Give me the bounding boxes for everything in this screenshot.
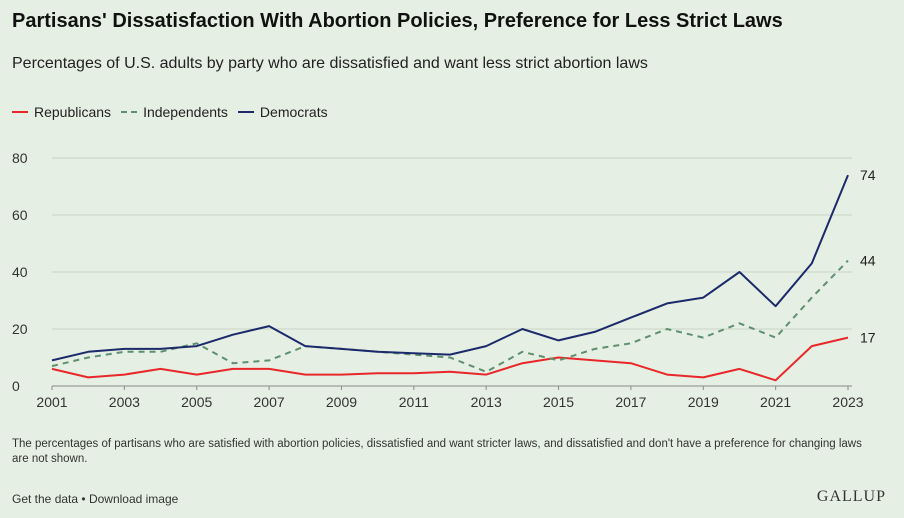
download-image-link[interactable]: Download image — [88, 492, 179, 506]
x-tick-label-2013: 2013 — [471, 394, 502, 410]
legend-item-republicans: Republicans — [12, 104, 111, 120]
legend-label-republicans: Republicans — [34, 104, 112, 120]
y-tick-label-0: 0 — [12, 378, 20, 394]
x-tick-label-2009: 2009 — [326, 394, 357, 410]
y-tick-label-80: 80 — [12, 150, 28, 166]
end-label-republicans: 17 — [860, 330, 876, 346]
legend-label-democrats: Democrats — [259, 104, 328, 120]
chart-subtitle: Percentages of U.S. adults by party who … — [12, 55, 648, 72]
legend-swatch-independents — [121, 111, 138, 113]
series-line-republicans — [51, 336, 849, 382]
get-data-link[interactable]: Get the data — [12, 492, 79, 506]
x-tick-label-2023: 2023 — [832, 394, 863, 410]
footer-links: Get the data • Download image — [12, 492, 178, 506]
x-tick-label-2001: 2001 — [36, 394, 67, 410]
line-chart: 0 20 40 60 80 2001 2003 2005 2007 2009 2011 2013 201… — [12, 150, 876, 410]
legend-swatch-democrats — [237, 111, 254, 113]
x-tick-label-2005: 2005 — [181, 394, 212, 410]
legend-item-democrats: Democrats — [237, 104, 328, 120]
end-label-independents: 44 — [860, 253, 876, 269]
footer-separator: • — [81, 492, 86, 506]
x-tick-label-2011: 2011 — [399, 394, 429, 410]
legend-swatch-republicans — [12, 111, 28, 113]
legend: Republicans Independents Democrats — [12, 104, 338, 120]
y-tick-label-20: 20 — [12, 321, 28, 337]
y-tick-label-40: 40 — [12, 264, 28, 280]
legend-label-independents: Independents — [143, 104, 228, 120]
x-tick-label-2003: 2003 — [109, 394, 140, 410]
x-tick-label-2021: 2021 — [760, 394, 791, 410]
end-label-democrats: 74 — [860, 167, 876, 183]
y-tick-label-60: 60 — [12, 207, 28, 223]
series-line-democrats — [51, 174, 849, 362]
chart-title: Partisans' Dissatisfaction With Abortion… — [12, 10, 783, 32]
x-tick-label-2017: 2017 — [615, 394, 646, 410]
x-tick-label-2019: 2019 — [688, 394, 719, 410]
gallup-logo: GALLUP — [816, 488, 886, 505]
legend-item-independents: Independents — [121, 104, 228, 120]
x-tick-label-2007: 2007 — [254, 394, 285, 410]
x-tick-label-2015: 2015 — [543, 394, 574, 410]
footnote: The percentages of partisans who are sat… — [12, 438, 862, 465]
